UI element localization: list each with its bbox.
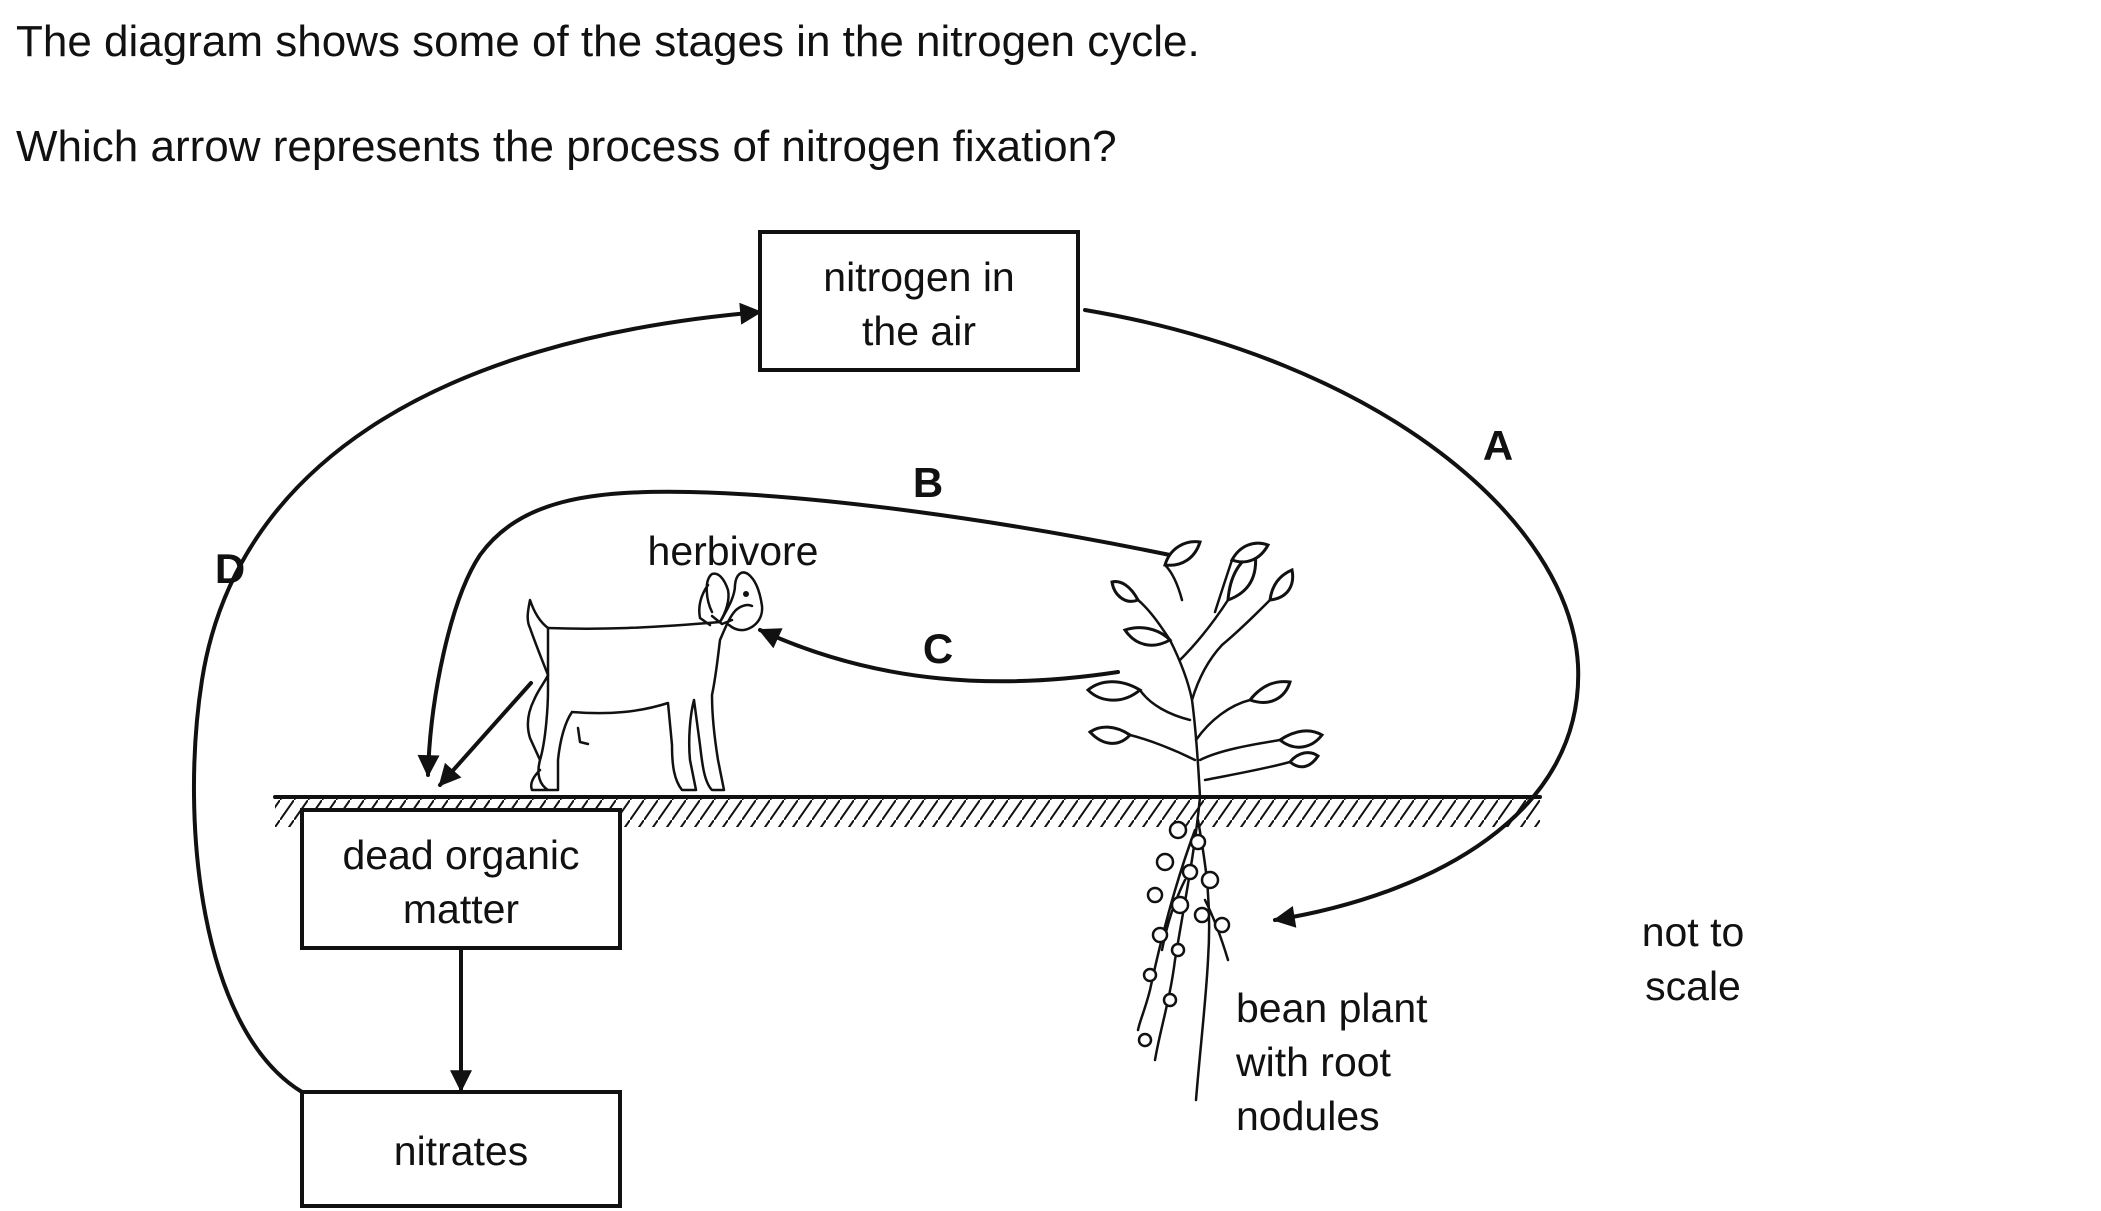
question-intro: The diagram shows some of the stages in … — [16, 17, 1200, 66]
arrow-b-label: B — [913, 459, 943, 506]
herbivore-illustration — [526, 571, 764, 792]
not-to-scale-note: not to scale — [1642, 909, 1745, 1009]
scale-note-line2: scale — [1645, 963, 1741, 1009]
bean-plant-label-line1: bean plant — [1236, 985, 1428, 1031]
arrow-b — [417, 489, 1172, 778]
nitrates-box: nitrates — [300, 1090, 622, 1208]
bean-plant-label-line2: with root — [1235, 1039, 1392, 1085]
dead-organic-label-line2: matter — [403, 886, 519, 932]
scale-note-line1: not to — [1642, 909, 1745, 955]
arrow-herbivore-to-dead-matter — [438, 681, 533, 787]
arrow-a — [1083, 308, 1581, 928]
arrow-a-label: A — [1483, 422, 1513, 469]
dead-organic-matter-box: dead organic matter — [300, 808, 622, 950]
nitrogen-air-label-line1: nitrogen in — [823, 254, 1014, 300]
nitrogen-air-label-line2: the air — [862, 308, 976, 354]
dead-organic-label-line1: dead organic — [342, 832, 579, 878]
arrow-c — [757, 628, 1120, 684]
herbivore-label: herbivore — [648, 528, 819, 574]
arrow-d-label: D — [215, 545, 245, 592]
bean-plant-label-line3: nodules — [1236, 1093, 1380, 1139]
arrow-c-label: C — [923, 625, 953, 672]
bean-plant-label: bean plant with root nodules — [1235, 985, 1428, 1139]
nitrogen-air-box: nitrogen in the air — [758, 230, 1080, 372]
bean-plant-illustration — [1085, 540, 1325, 1102]
arrow-d — [191, 302, 763, 1094]
question-prompt: Which arrow represents the process of ni… — [16, 122, 1117, 171]
nitrates-label: nitrates — [394, 1128, 528, 1174]
